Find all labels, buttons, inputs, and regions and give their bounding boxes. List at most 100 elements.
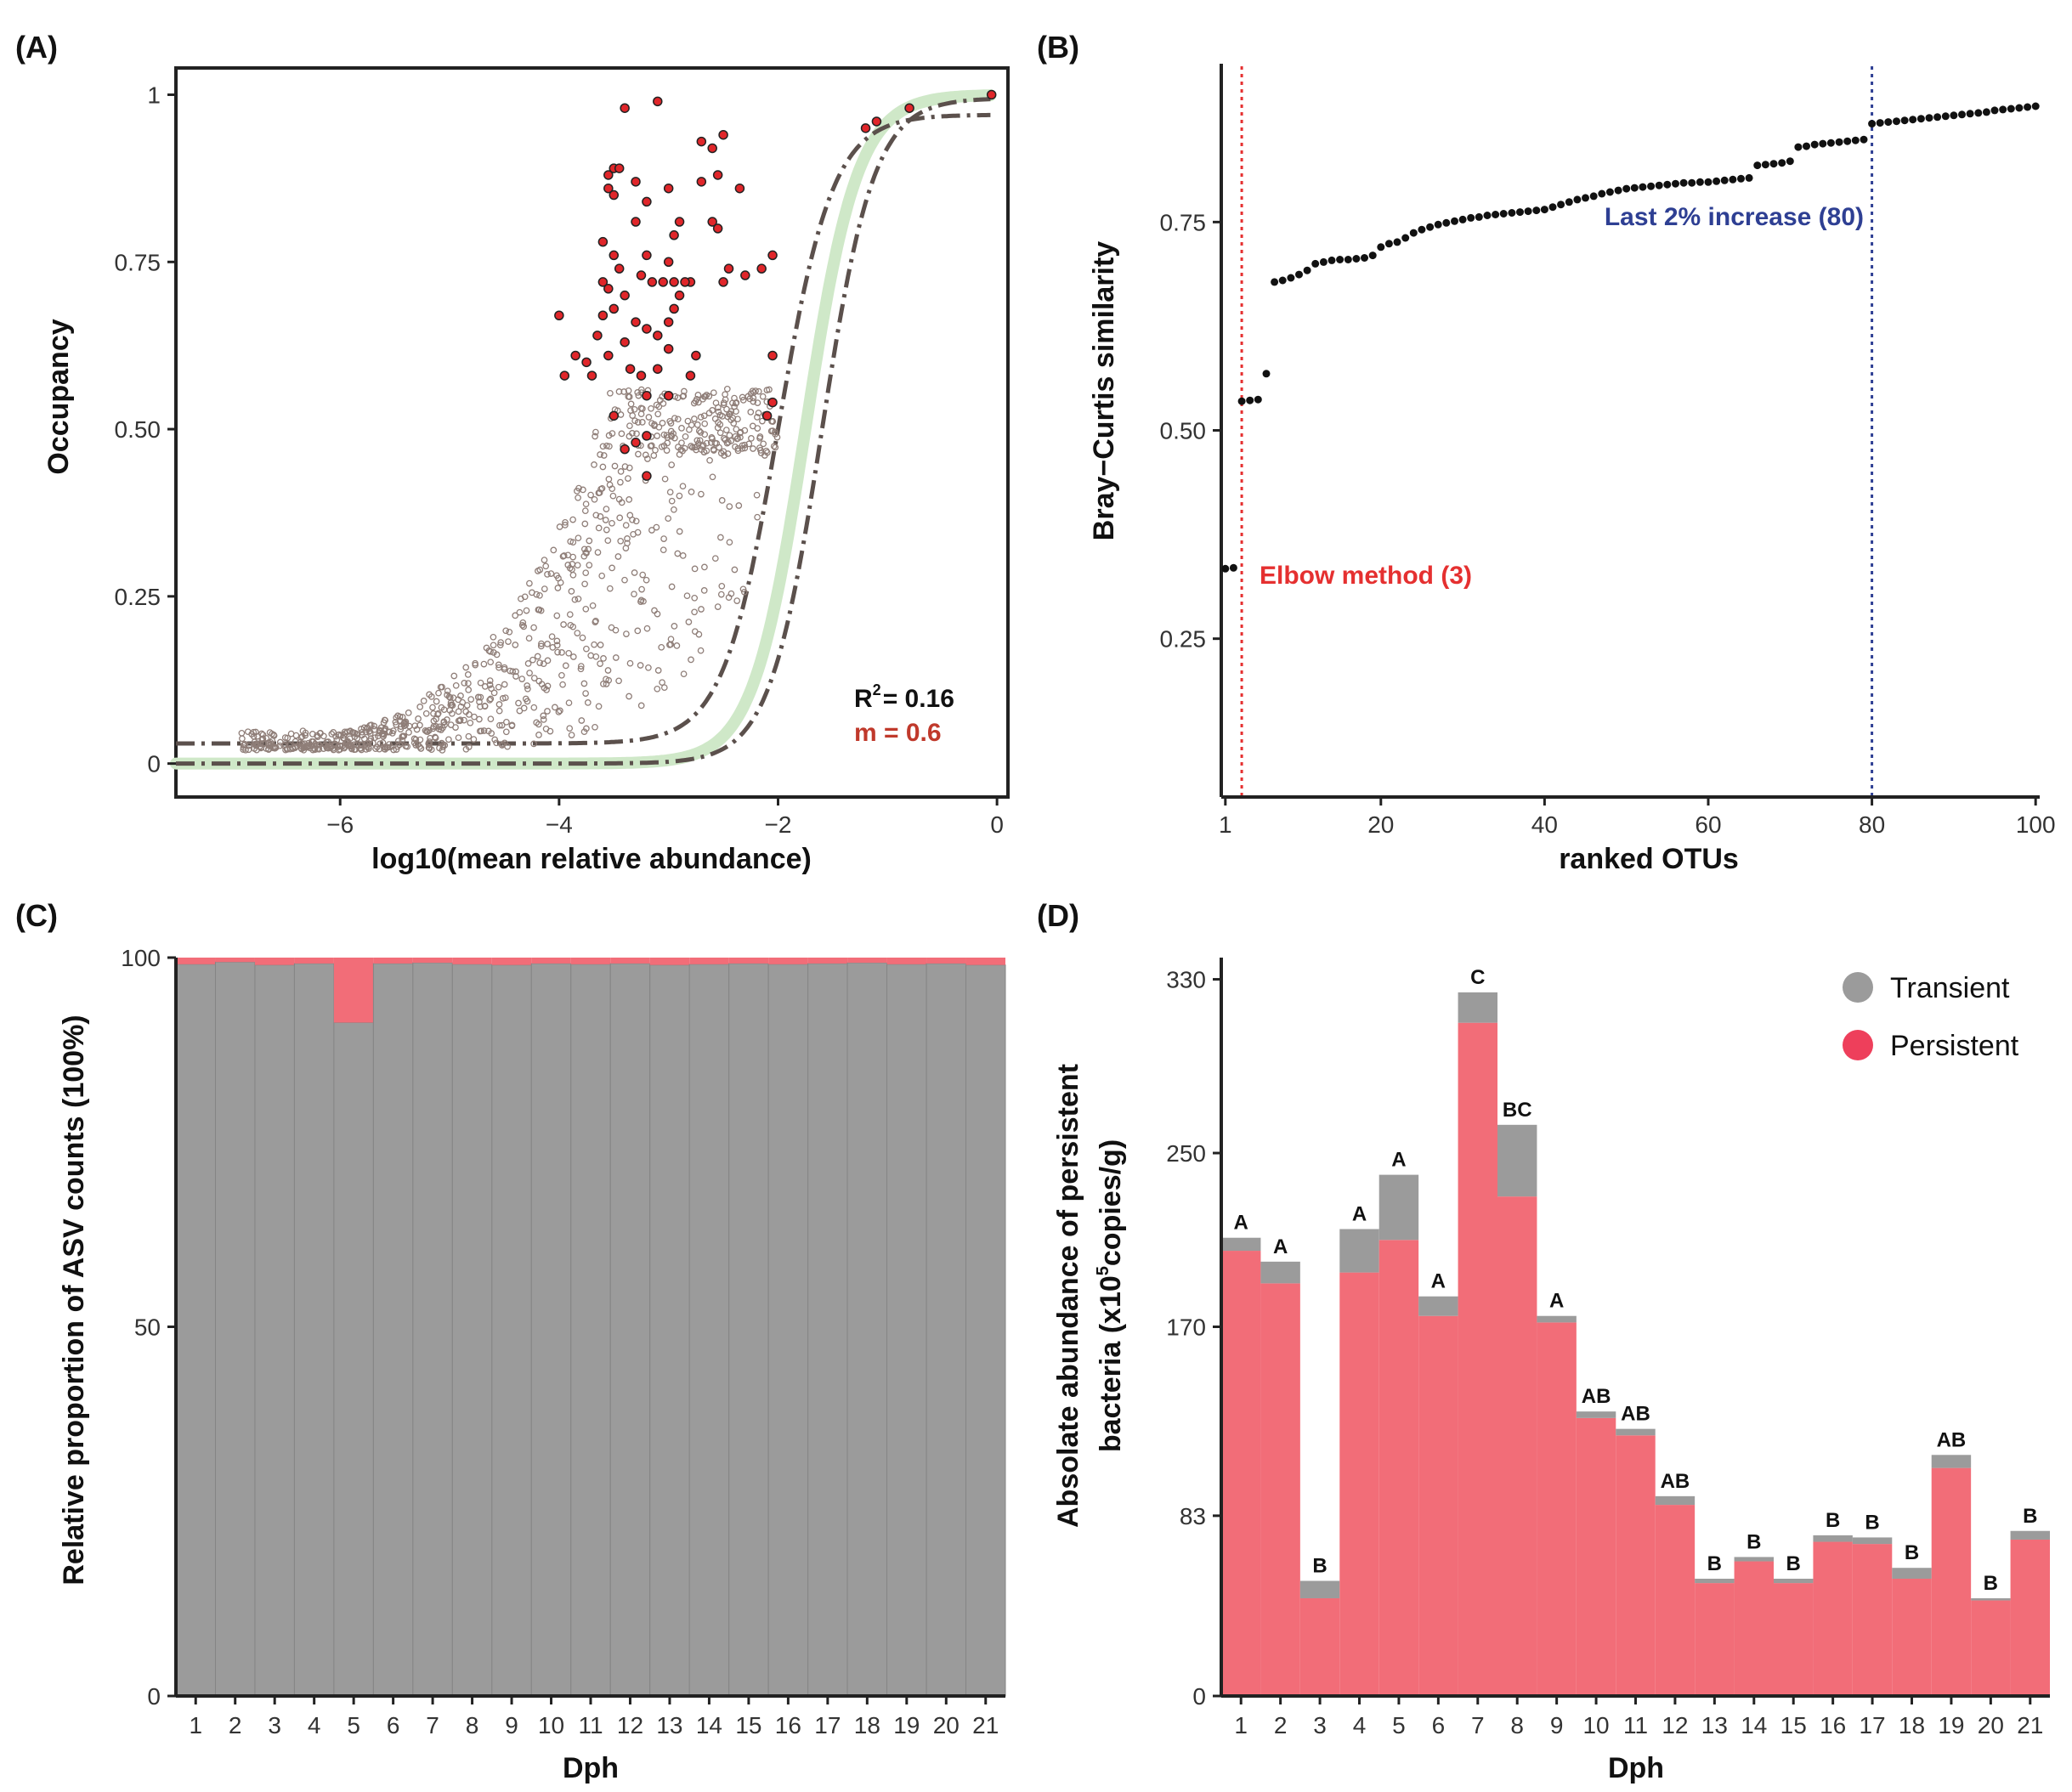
persistent-bar: [847, 958, 887, 964]
other-point: [343, 728, 351, 736]
other-point: [723, 439, 731, 447]
other-point: [562, 518, 569, 526]
other-point: [364, 724, 371, 732]
other-point: [502, 728, 510, 736]
other-point: [370, 739, 376, 747]
other-point: [574, 562, 581, 569]
other-point: [691, 444, 699, 451]
other-point: [381, 726, 388, 733]
panel-d-y-ticks: 0 83 170 250 330: [1166, 967, 1221, 1710]
x-tick-label: −4: [546, 811, 573, 838]
other-point: [440, 719, 448, 726]
other-point: [506, 628, 513, 636]
other-point: [565, 649, 573, 657]
ranked-otu-point: [1630, 184, 1639, 192]
core-point: [625, 364, 636, 374]
persistent-bar: [1852, 1544, 1893, 1696]
y-tick-label: 0.50: [1160, 418, 1207, 444]
other-point: [304, 743, 312, 750]
panel-c-y-ticks: 0 50 100: [121, 945, 176, 1710]
other-point: [290, 744, 297, 752]
other-point: [605, 476, 613, 483]
other-point: [599, 463, 607, 471]
other-point: [676, 528, 683, 535]
other-point: [496, 721, 503, 729]
other-point: [581, 507, 589, 515]
other-point: [701, 563, 708, 571]
other-point: [505, 638, 512, 645]
other-point: [701, 431, 709, 438]
other-point: [597, 513, 604, 520]
other-point: [769, 427, 776, 434]
transient-bar: [214, 961, 256, 1697]
ranked-otu-point: [1483, 212, 1492, 219]
other-point: [493, 739, 500, 747]
other-point: [496, 642, 504, 649]
other-point: [659, 679, 665, 687]
x-tick-label: 4: [1353, 1712, 1367, 1738]
other-point: [634, 389, 642, 396]
other-point: [685, 619, 693, 625]
other-point: [286, 745, 294, 753]
other-point: [292, 732, 300, 739]
other-point: [609, 492, 617, 500]
other-point: [592, 428, 599, 436]
other-point: [741, 427, 749, 434]
persistent-bar: [254, 958, 295, 965]
other-point: [462, 708, 470, 715]
other-point: [402, 721, 410, 728]
other-point: [302, 732, 309, 739]
transient-bar: [412, 962, 453, 1697]
other-point: [637, 598, 644, 605]
x-tick-label: 10: [1582, 1712, 1609, 1738]
core-point: [653, 96, 663, 107]
core-point: [696, 177, 707, 187]
other-point: [625, 475, 631, 482]
other-point: [471, 713, 478, 721]
significance-letter: B: [1865, 1511, 1879, 1534]
other-point: [439, 743, 447, 750]
x-tick-label: 2: [1274, 1712, 1288, 1738]
ranked-otu-point: [1442, 218, 1451, 227]
other-point: [495, 701, 503, 708]
other-point: [547, 570, 555, 577]
ranked-otu-point: [1311, 259, 1320, 268]
other-point: [524, 660, 532, 667]
other-point: [744, 393, 752, 400]
panel-a-fit-lines: [170, 89, 997, 770]
persistent-bar: [1892, 1578, 1932, 1696]
other-point: [575, 595, 582, 602]
other-point: [569, 516, 576, 523]
other-point: [598, 484, 606, 492]
other-point: [455, 717, 462, 725]
other-point: [583, 725, 590, 732]
other-point: [699, 443, 705, 450]
transient-bar: [254, 964, 295, 1697]
other-point: [691, 628, 699, 636]
other-point: [603, 676, 609, 683]
other-point: [709, 435, 716, 443]
ranked-otu-point: [1745, 173, 1753, 182]
ranked-otu-point: [1672, 179, 1679, 188]
other-point: [465, 743, 473, 750]
other-point: [298, 745, 305, 753]
transient-bar: [1379, 1174, 1419, 1241]
other-point: [603, 526, 610, 534]
other-point: [495, 683, 502, 691]
other-point: [715, 408, 722, 415]
core-point: [631, 217, 641, 227]
panel-a-core-points: [554, 89, 997, 481]
other-point: [639, 571, 647, 579]
panel-c-label: (C): [15, 898, 58, 933]
other-point: [733, 399, 739, 407]
other-point: [464, 671, 472, 678]
core-point: [767, 350, 778, 361]
ranked-otu-point: [1278, 276, 1287, 285]
core-point: [620, 336, 630, 348]
other-point: [499, 695, 507, 702]
other-point: [693, 395, 700, 403]
other-point: [495, 664, 502, 671]
legend-persistent-swatch: [1843, 1030, 1873, 1060]
transient-bar: [1497, 1124, 1537, 1197]
x-tick-label: 18: [1899, 1712, 1925, 1738]
